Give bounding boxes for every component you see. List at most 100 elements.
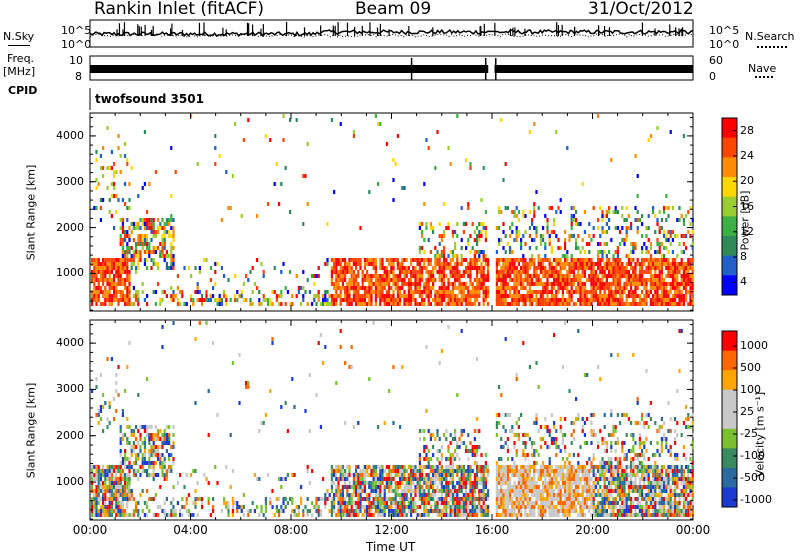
heatmap-cell [418, 469, 421, 473]
heatmap-cell [297, 290, 300, 294]
heatmap-cell [564, 278, 567, 282]
heatmap-cell [434, 266, 437, 270]
heatmap-cell [130, 493, 133, 497]
heatmap-cell [401, 481, 404, 485]
heatmap-cell [128, 294, 131, 298]
heatmap-cell [346, 302, 349, 306]
heatmap-cell [438, 449, 441, 453]
heatmap-cell [438, 278, 441, 282]
heatmap-cell [467, 509, 470, 513]
heatmap-cell [544, 274, 547, 278]
heatmap-cell [564, 493, 567, 497]
heatmap-cell [91, 473, 94, 477]
heatmap-cell [506, 302, 509, 306]
heatmap-cell [495, 465, 498, 469]
heatmap-cell [304, 505, 307, 509]
heatmap-cell [130, 266, 133, 270]
heatmap-cell [484, 465, 487, 469]
heatmap-cell [526, 298, 529, 302]
heatmap-cell [546, 302, 549, 306]
heatmap-cell [148, 473, 151, 477]
heatmap-cell [181, 290, 184, 294]
heatmap-cell [394, 489, 397, 493]
heatmap-cell [533, 441, 536, 445]
heatmap-cell [286, 473, 289, 477]
heatmap-cell [113, 286, 116, 290]
heatmap-cell [168, 513, 171, 517]
heatmap-cell [568, 278, 571, 282]
heatmap-cell [559, 417, 562, 421]
heatmap-cell [504, 302, 507, 306]
heatmap-cell [401, 286, 404, 290]
heatmap-cell [509, 274, 512, 278]
heatmap-cell [106, 298, 109, 302]
heatmap-cell [352, 290, 355, 294]
heatmap-cell [440, 294, 443, 298]
heatmap-cell [93, 505, 96, 509]
heatmap-cell [528, 477, 531, 481]
heatmap-cell [601, 298, 604, 302]
heatmap-cell [293, 513, 296, 517]
heatmap-cell [533, 202, 536, 206]
heatmap-cell [473, 302, 476, 306]
heatmap-cell [97, 513, 100, 517]
heatmap-cell [187, 266, 190, 270]
heatmap-cell [553, 421, 556, 425]
heatmap-cell [487, 278, 490, 282]
heatmap-cell [460, 477, 463, 481]
heatmap-cell [528, 290, 531, 294]
heatmap-cell [480, 453, 483, 457]
heatmap-cell [416, 505, 419, 509]
heatmap-cell [509, 286, 512, 290]
heatmap-cell [447, 469, 450, 473]
heatmap-cell [495, 290, 498, 294]
heatmap-cell [548, 274, 551, 278]
heatmap-cell [161, 469, 164, 473]
heatmap-cell [590, 258, 593, 262]
heatmap-cell [350, 278, 353, 282]
heatmap-cell [449, 298, 452, 302]
heatmap-cell [99, 405, 102, 409]
heatmap-cell [135, 469, 138, 473]
heatmap-cell [159, 445, 162, 449]
heatmap-cell [379, 258, 382, 262]
heatmap-cell [539, 262, 542, 266]
heatmap-cell [649, 298, 652, 302]
heatmap-cell [209, 513, 212, 517]
heatmap-cell [115, 262, 118, 266]
heatmap-cell [348, 473, 351, 477]
heatmap-cell [667, 274, 670, 278]
heatmap-cell [660, 266, 663, 270]
heatmap-cell [614, 206, 617, 210]
heatmap-cell [308, 509, 311, 513]
heatmap-cell [478, 294, 481, 298]
power-colorbar-segment [722, 196, 737, 217]
heatmap-cell [322, 294, 325, 298]
heatmap-cell [194, 337, 197, 341]
heatmap-cell [612, 298, 615, 302]
heatmap-cell [121, 469, 124, 473]
heatmap-cell [403, 274, 406, 278]
heatmap-cell [528, 365, 531, 369]
heatmap-cell [139, 449, 142, 453]
heatmap-cell [95, 294, 98, 298]
heatmap-cell [630, 226, 633, 230]
heatmap-cell [506, 413, 509, 417]
heatmap-cell [392, 258, 395, 262]
heatmap-cell [361, 286, 364, 290]
heatmap-cell [559, 266, 562, 270]
noise-tick-high-right: 10^5 [709, 24, 740, 37]
heatmap-cell [185, 473, 188, 477]
heatmap-cell [436, 501, 439, 505]
heatmap-cell [157, 429, 160, 433]
heatmap-cell [333, 262, 336, 266]
heatmap-cell [561, 493, 564, 497]
heatmap-cell [390, 270, 393, 274]
heatmap-cell [104, 278, 107, 282]
heatmap-cell [108, 198, 111, 202]
heatmap-cell [592, 234, 595, 238]
heatmap-cell [520, 477, 523, 481]
heatmap-cell [119, 274, 122, 278]
heatmap-cell [498, 298, 501, 302]
heatmap-cell [110, 469, 113, 473]
